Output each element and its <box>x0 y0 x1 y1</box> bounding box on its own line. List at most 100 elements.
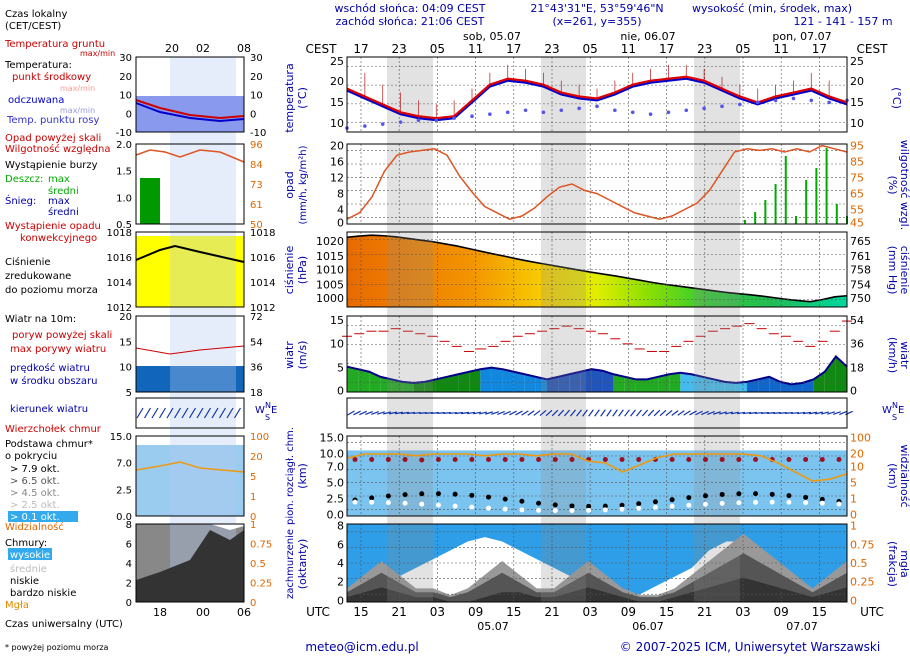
axis-temp-left-unit: (°C) <box>296 87 309 109</box>
mini-rtick-1-2: 73 <box>250 180 263 191</box>
axis-cloud-left: pion. rozciągł. chm. <box>285 427 296 525</box>
wind-dir-arrow-82 <box>839 410 847 416</box>
cloud-base-dot-15 <box>602 503 608 509</box>
cloud-base-dot-11 <box>536 500 542 506</box>
utc-hour-labels: 15 21 03 09 15 21 03 09 15 21 03 09 15 <box>353 605 827 619</box>
day-bottom-0: 05.07 <box>477 620 509 633</box>
legend-snow-mean: średni <box>48 206 79 218</box>
dew-dot-2 <box>380 122 385 126</box>
cloud-top-dot-13 <box>569 456 575 462</box>
wind-dir-arrow-67 <box>748 411 758 415</box>
cloud-base-low-dot-3 <box>402 500 408 506</box>
cloud-top-dot-16 <box>619 456 625 462</box>
wind-dir-arrow-46 <box>624 409 630 417</box>
wind-dir-arrow-32 <box>539 409 547 417</box>
cloud-base-low-dot-25 <box>769 499 775 505</box>
wind-dir-arrow-20 <box>466 411 476 415</box>
dew-dot-11 <box>541 110 546 115</box>
mini-ltick-0-0: 30 <box>119 53 132 64</box>
mini-rtick-0-4: -10 <box>250 128 266 139</box>
wind-dir-arrow-47 <box>630 409 636 417</box>
footer-email[interactable]: meteo@icm.edu.pl <box>305 640 418 654</box>
dew-dot-10 <box>523 108 528 113</box>
ytick-right-6-0: 1 <box>850 520 857 533</box>
legend-high-swatch <box>8 548 52 560</box>
ytick-left-3-3: 0 <box>337 384 344 397</box>
wind-dir-arrow-55 <box>677 410 685 416</box>
panel-frame-3 <box>346 315 848 393</box>
local-hour-0: 17 <box>353 42 368 56</box>
legend-dew-point: Temp. punktu rosy <box>6 115 99 126</box>
wind-dir-arrow-30 <box>527 410 535 416</box>
cloud-top-dot-2 <box>385 456 391 462</box>
legend-okt-79: > 7.9 okt. <box>10 464 60 475</box>
cloud-base-dot-17 <box>636 501 642 507</box>
wind-fill-8 <box>435 376 447 392</box>
coords: 21°43'31"E, 53°59'46"N <box>530 2 663 15</box>
mini-ltick-1-0: 2.0 <box>116 140 132 151</box>
cloud-base-low-dot-20 <box>686 502 692 508</box>
mini-pressure-line <box>135 244 245 263</box>
legend-snow-max: max <box>48 196 70 207</box>
utc-hour-9: 21 <box>697 605 712 619</box>
legend-mid: średnie <box>10 563 47 575</box>
local-hour-labels: 17 23 05 11 17 23 05 11 17 23 05 11 17 <box>353 42 827 56</box>
compass-w: W <box>255 405 265 416</box>
utc-hour-2: 03 <box>430 605 445 619</box>
mini-rtick-5-3: 0.25 <box>250 579 272 590</box>
wind-dir-arrow-3 <box>365 410 373 416</box>
mini-dir-11 <box>218 407 227 419</box>
wind-fill-28 <box>658 374 670 392</box>
mini-frame-0 <box>135 56 245 133</box>
legend-ground-temp: Temperatura gruntu <box>4 39 105 50</box>
wind-fill-31 <box>691 374 703 392</box>
wind-fill-34 <box>724 381 736 392</box>
day-top-2: pon, 07.07 <box>772 30 831 43</box>
axis-vis-right-unit: (km) <box>886 463 899 489</box>
wind-fill-25 <box>624 376 636 392</box>
mini-dir-2 <box>151 407 159 419</box>
legend-visibility: Widzialność <box>5 521 64 533</box>
mini-rtick-5-4: 0 <box>250 598 256 609</box>
mini-ltick-0-2: 10 <box>119 91 132 102</box>
dew-dot-13 <box>577 106 581 111</box>
mini-rtick-2-2: 1014 <box>250 278 275 289</box>
mini-utc-18: 18 <box>153 606 167 619</box>
cloud-base-low-dot-21 <box>702 501 708 507</box>
ytick-left-2-0: 1020 <box>316 235 344 248</box>
legend-pressure-3: do poziomu morza <box>5 285 98 296</box>
legend-humidity: Wilgotność względna <box>5 143 110 155</box>
dew-dot-8 <box>488 112 492 117</box>
wind-dir-arrow-4 <box>371 411 379 415</box>
wind-fill-21 <box>580 369 592 392</box>
mini-rtick-0-0: 30 <box>250 53 263 64</box>
wind-fill-12 <box>480 367 492 392</box>
wind-fill-16 <box>524 374 536 392</box>
compass-e: E <box>271 405 277 416</box>
axis-cover-left-unit: (oktanty) <box>296 539 309 590</box>
ytick-left-1-3: 8 <box>337 188 344 201</box>
legend-cloud-base: Podstawa chmur* <box>5 439 93 450</box>
wind-dir-arrow-23 <box>484 411 494 415</box>
cloud-base-dot-10 <box>519 498 525 504</box>
wind-dir-arrow-45 <box>618 409 624 417</box>
footer-copyright: © 2007-2025 ICM, Uniwersytet Warszawski <box>620 640 880 654</box>
legend-center-point: punkt środkowy <box>12 71 91 83</box>
dew-dot-20 <box>702 106 706 111</box>
mini-bg-4 <box>136 398 244 428</box>
ytick-right-5-0: 100 <box>850 432 871 445</box>
axis-temp-left: temperatura <box>283 63 296 132</box>
mini-night <box>170 57 236 602</box>
rain-bar-47 <box>825 148 828 224</box>
ytick-right-2-0: 765 <box>850 235 871 248</box>
ytick-right-1-3: 65 <box>850 188 864 201</box>
wind-dir-arrow-29 <box>521 410 529 416</box>
ytick-left-6-0: 8 <box>337 520 344 533</box>
mini-ltick-0-3: 0 <box>126 109 132 120</box>
dew-dot-19 <box>684 108 689 113</box>
mini-ltick-0-4: -10 <box>116 128 132 139</box>
wind-fill-3 <box>380 376 392 392</box>
mini-legend-plots: 3020100-103020100-102.01.51.00.596847361… <box>107 53 276 609</box>
axis-wind-right: wiatr <box>898 341 910 369</box>
cloud-base-low-dot-18 <box>652 504 658 510</box>
